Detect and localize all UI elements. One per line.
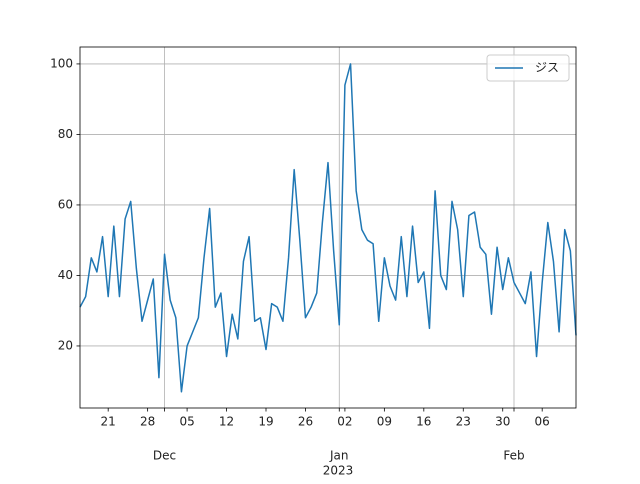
y-tick-label: 80 xyxy=(58,127,73,141)
x-tick-label: 26 xyxy=(298,415,313,429)
x-tick-label: 30 xyxy=(495,415,510,429)
x-tick-label: 28 xyxy=(140,415,155,429)
plot xyxy=(79,63,577,393)
x-tick-label: 02 xyxy=(337,415,352,429)
x-tick-label: 19 xyxy=(258,415,273,429)
y-tick-label: 60 xyxy=(58,197,73,211)
y-tick-label: 20 xyxy=(58,338,73,352)
axes: 20 40 60 80 100 21 28 05 12 19 26 02 09 16 23 30 06 Dec Ja… xyxy=(50,56,550,462)
legend-box xyxy=(486,54,570,82)
x-tick-label: 05 xyxy=(179,415,194,429)
axes-frame xyxy=(79,46,577,409)
grid xyxy=(80,47,576,408)
x-tick-label: 16 xyxy=(416,415,431,429)
x-tick-label: 12 xyxy=(219,415,234,429)
x-tick-label: 06 xyxy=(535,415,550,429)
x-tick-label: 23 xyxy=(456,415,471,429)
x-month-label: Dec xyxy=(153,449,176,463)
y-tick-label: 40 xyxy=(58,268,73,282)
x-offset-label: 2023 xyxy=(323,464,354,478)
x-month-label: Jan xyxy=(329,449,349,463)
x-month-label: Feb xyxy=(503,449,524,463)
y-tick-label: 100 xyxy=(50,56,73,70)
x-tick-label: 09 xyxy=(377,415,392,429)
legend-label: ジス xyxy=(535,61,559,75)
x-tick-label: 21 xyxy=(101,415,116,429)
series-line xyxy=(79,63,577,393)
